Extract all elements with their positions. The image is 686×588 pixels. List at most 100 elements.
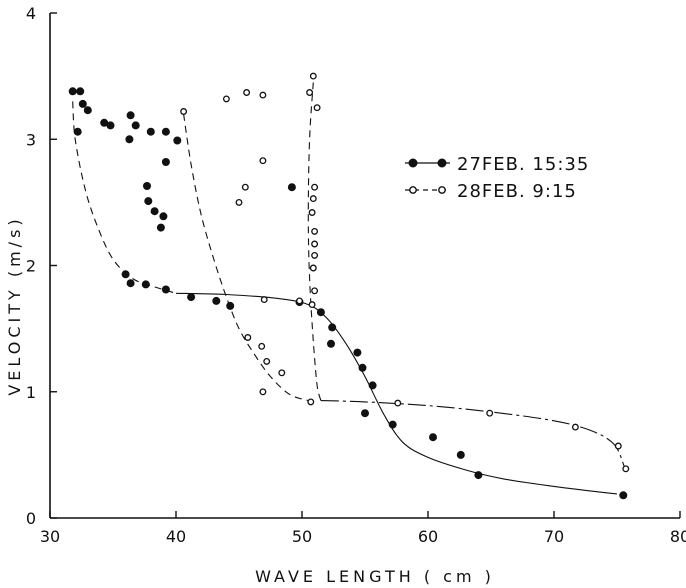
- legend-marker: [409, 186, 417, 194]
- y-axis-label: VELOCITY (m/s): [5, 215, 24, 395]
- series2-point: [296, 297, 303, 305]
- x-axis-label: WAVE LENGTH ( cm ): [255, 567, 495, 586]
- series2-point: [309, 195, 317, 203]
- series2-point: [614, 442, 622, 450]
- series1-point: [388, 420, 397, 429]
- series1-point: [161, 285, 170, 294]
- series2-point: [180, 108, 188, 115]
- series2-point: [308, 301, 316, 309]
- legend-marker: [438, 186, 446, 194]
- y-tick-label: 3: [26, 130, 36, 149]
- axes: 30 40 50 60 70 80 0 1 2 3 4: [26, 4, 686, 546]
- series2-point: [259, 91, 267, 99]
- y-tick-label: 4: [26, 4, 36, 23]
- series2-fit-dashed: [183, 113, 309, 402]
- series2-fit-dash-dot: [320, 400, 626, 468]
- series1-point: [150, 207, 159, 216]
- series1-point: [327, 339, 335, 348]
- series1-point: [287, 183, 296, 192]
- series2-point: [259, 157, 267, 165]
- series1-point: [368, 381, 377, 390]
- x-tick-label: 50: [292, 527, 312, 546]
- series2-point: [235, 198, 243, 206]
- x-tick-label: 70: [544, 527, 564, 546]
- x-tick-label: 30: [40, 527, 60, 546]
- series1-point: [146, 127, 155, 136]
- series2-point: [309, 72, 317, 80]
- series1-point: [316, 308, 325, 317]
- series1-point: [126, 279, 135, 288]
- series1-point: [212, 296, 221, 305]
- series1-point: [83, 106, 92, 115]
- series2-point: [308, 209, 316, 216]
- series2-point: [394, 399, 402, 407]
- series2-point: [571, 423, 579, 431]
- series1-point: [143, 182, 151, 190]
- x-tick-label: 80: [670, 527, 686, 546]
- series2-fit-dashed-vertical: [307, 82, 322, 401]
- series1-point: [131, 121, 140, 130]
- series1-fit-dashed: [72, 101, 177, 294]
- series2-point: [486, 409, 494, 417]
- series1-point: [361, 409, 369, 418]
- series1-point: [456, 450, 465, 459]
- series2-point: [313, 104, 321, 112]
- data-points: [68, 72, 630, 500]
- series1-point: [358, 363, 367, 372]
- legend-marker: [437, 158, 447, 168]
- series2-point: [278, 369, 286, 377]
- series1-point: [76, 87, 85, 96]
- series2-point: [622, 465, 630, 473]
- series2-point: [222, 95, 230, 103]
- series2-point: [307, 398, 315, 406]
- series2-point: [244, 334, 252, 341]
- series1-point: [144, 197, 153, 206]
- series1-point: [474, 471, 483, 480]
- series1-point: [125, 135, 134, 144]
- series2-point: [259, 388, 267, 396]
- fit-curves: [72, 82, 626, 495]
- series1-point: [106, 121, 115, 130]
- series1-point: [187, 293, 196, 302]
- series1-point: [173, 136, 182, 145]
- legend: 27FEB. 15:35 28FEB. 9:15: [405, 154, 589, 202]
- series1-point: [141, 280, 150, 289]
- series1-point: [100, 118, 109, 127]
- legend-marker: [408, 158, 418, 168]
- series2-point: [306, 89, 314, 96]
- series2-point: [260, 296, 268, 304]
- series2-point: [309, 264, 317, 272]
- y-tick-label: 2: [26, 257, 36, 276]
- series1-point: [161, 127, 170, 136]
- series2-point: [263, 357, 271, 365]
- series1-point: [78, 99, 87, 108]
- series1-point: [619, 491, 628, 500]
- series2-point: [311, 287, 319, 295]
- series1-point: [353, 348, 362, 357]
- series1-point: [159, 212, 168, 221]
- series2-point: [311, 183, 319, 191]
- y-tick-label: 1: [26, 383, 36, 402]
- series2-point: [311, 251, 319, 259]
- series2-point: [311, 240, 319, 248]
- series1-point: [161, 158, 170, 166]
- y-tick-label: 0: [26, 509, 36, 528]
- series1-point: [328, 323, 337, 332]
- series1-point: [429, 433, 437, 442]
- legend-label: 28FEB. 9:15: [457, 181, 577, 202]
- series2-point: [258, 342, 266, 350]
- series1-point: [156, 223, 165, 232]
- series1-point: [226, 301, 235, 310]
- series1-point: [121, 270, 130, 279]
- series1-point: [68, 87, 77, 96]
- legend-label: 27FEB. 15:35: [457, 154, 589, 175]
- series1-point: [126, 111, 135, 120]
- x-tick-label: 40: [166, 527, 186, 546]
- series2-point: [311, 227, 319, 235]
- series2-point: [241, 183, 249, 191]
- x-tick-label: 60: [418, 527, 438, 546]
- series1-point: [73, 127, 82, 136]
- series2-point: [243, 89, 251, 96]
- series1-fit-solid: [175, 292, 618, 495]
